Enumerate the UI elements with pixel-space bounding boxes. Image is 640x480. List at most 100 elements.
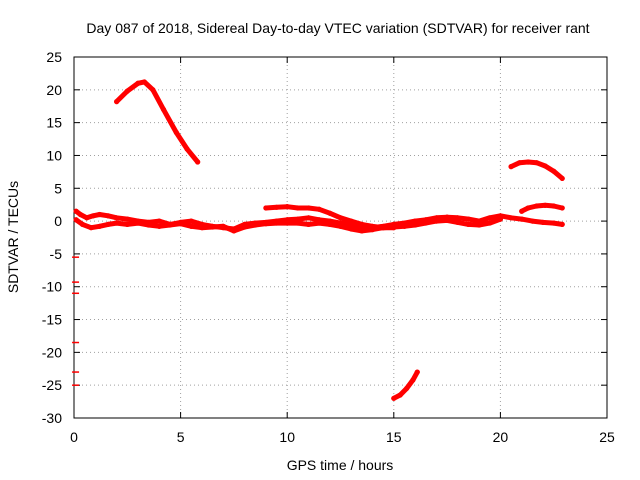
y-tick-label: 10	[46, 147, 62, 163]
data-point	[178, 221, 184, 227]
data-point	[559, 175, 565, 182]
data-point	[497, 216, 503, 222]
data-point	[508, 215, 514, 221]
data-point	[540, 219, 546, 226]
data-point	[105, 221, 111, 227]
data-point	[231, 228, 237, 234]
data-point	[414, 369, 420, 375]
data-point	[542, 202, 548, 208]
data-point	[284, 204, 290, 210]
data-point	[220, 223, 226, 229]
y-tick-label: 15	[46, 115, 62, 131]
data-point	[77, 211, 83, 218]
data-point	[195, 159, 201, 165]
data-point	[124, 216, 130, 222]
data-point	[90, 213, 96, 219]
y-tick-label: 20	[46, 82, 62, 98]
data-point	[141, 79, 147, 85]
data-point	[156, 223, 162, 229]
data-point	[551, 168, 557, 174]
x-tick-label: 15	[386, 429, 402, 445]
data-point	[295, 216, 301, 222]
x-tick-label: 20	[493, 429, 509, 445]
data-point	[534, 203, 540, 209]
data-point	[559, 205, 565, 211]
data-point	[391, 225, 397, 231]
data-point	[551, 203, 557, 209]
data-point	[423, 220, 429, 226]
data-point	[114, 220, 120, 226]
data-point	[263, 205, 269, 211]
data-point	[114, 99, 120, 105]
data-point	[487, 215, 493, 221]
data-point	[559, 221, 565, 227]
data-point	[525, 159, 531, 165]
data-point	[359, 221, 365, 227]
data-point	[348, 218, 354, 224]
x-axis-label: GPS time / hours	[287, 457, 394, 473]
plot-frame	[73, 56, 608, 419]
data-point	[412, 222, 418, 228]
data-point	[519, 208, 525, 214]
data-point	[124, 221, 130, 227]
data-point	[135, 80, 141, 86]
y-tick-label: -5	[50, 246, 63, 262]
data-point	[380, 225, 386, 231]
axis-ticks: 0 5 10 15 20 25 -30 -25 -20 -15 -10 -5 0 5 10 15 20 25	[42, 49, 615, 445]
data-point	[96, 223, 103, 229]
data-point	[348, 226, 354, 232]
data-point	[465, 216, 472, 222]
data-point	[73, 217, 79, 223]
data-point	[397, 392, 403, 398]
data-point	[252, 222, 258, 228]
y-axis-label: SDTVAR / TECUs	[5, 181, 21, 293]
data-point	[516, 160, 523, 166]
y-tick-label: -25	[42, 377, 62, 393]
y-tick-label: 25	[46, 49, 62, 65]
data-point	[295, 220, 301, 226]
data-point	[188, 218, 194, 224]
data-point	[519, 216, 525, 222]
data-point	[508, 164, 514, 170]
chart-title: Day 087 of 2018, Sidereal Day-to-day VTE…	[86, 20, 589, 36]
data-point	[114, 215, 120, 221]
data-point	[96, 211, 103, 218]
data-point	[73, 208, 79, 214]
data-point	[167, 222, 173, 228]
data-point	[455, 215, 461, 221]
data-point	[84, 215, 90, 221]
data-point	[337, 223, 344, 229]
data-point	[146, 222, 152, 228]
data-point	[160, 106, 167, 113]
data-point	[173, 129, 179, 136]
data-point	[305, 221, 312, 227]
data-point	[534, 160, 540, 166]
data-point	[156, 218, 162, 224]
data-point	[188, 223, 194, 229]
data-point	[403, 385, 410, 392]
data-point	[209, 224, 216, 230]
data-point	[305, 215, 312, 221]
data-point	[327, 221, 333, 227]
data-series	[72, 79, 565, 401]
x-tick-label: 10	[279, 429, 295, 445]
data-point	[551, 220, 557, 226]
data-point	[316, 206, 322, 212]
data-point	[542, 163, 548, 169]
data-point	[433, 218, 440, 224]
x-tick-label: 5	[177, 429, 185, 445]
data-point	[337, 215, 344, 221]
data-point	[88, 225, 94, 231]
data-point	[124, 88, 130, 94]
data-point	[305, 205, 312, 211]
data-point	[316, 220, 322, 226]
data-point	[150, 87, 156, 93]
data-point	[241, 224, 248, 230]
data-point	[391, 395, 397, 401]
data-point	[135, 220, 141, 226]
data-point	[487, 220, 493, 226]
y-tick-label: -20	[42, 344, 62, 360]
data-point	[327, 210, 333, 216]
data-point	[284, 220, 290, 226]
